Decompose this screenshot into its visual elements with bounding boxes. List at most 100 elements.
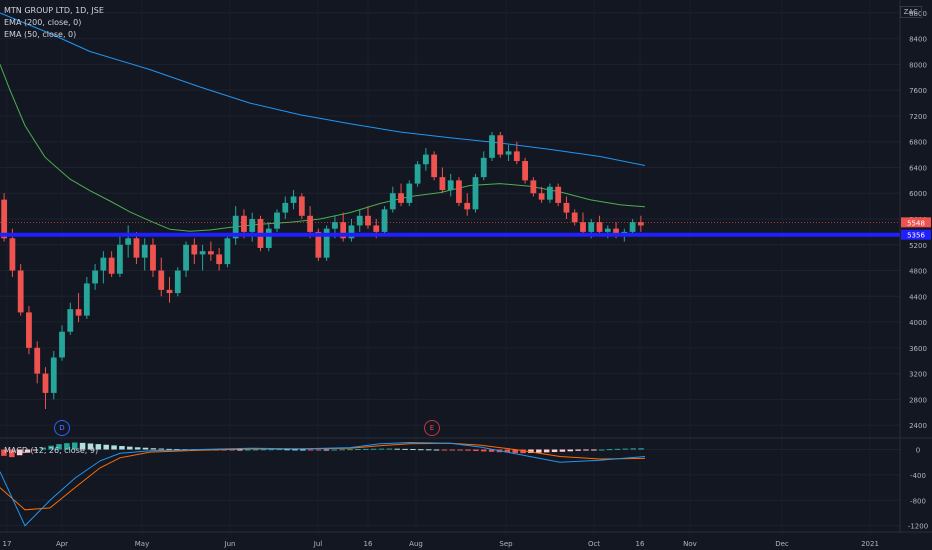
macd-histogram-bar xyxy=(551,449,558,453)
candle xyxy=(216,247,223,271)
dividend-marker[interactable]: D xyxy=(54,420,70,436)
candle-body xyxy=(166,289,173,294)
price-tick-label: 5200 xyxy=(909,242,927,250)
macd-histogram-bar xyxy=(355,449,361,451)
candle-body xyxy=(613,228,619,236)
macd-histogram-bar xyxy=(504,449,511,453)
symbol-title[interactable]: MTN GROUP LTD, 1D, JSE xyxy=(4,6,104,15)
candle-body xyxy=(530,180,537,194)
macd-histogram-bar xyxy=(622,448,629,450)
macd-histogram-bar xyxy=(480,449,487,452)
macd-histogram-bar xyxy=(449,449,456,451)
macd-histogram-bar xyxy=(378,448,385,450)
macd-tick-label: -1200 xyxy=(908,523,928,531)
candle xyxy=(183,241,189,277)
macd-histogram-bar xyxy=(127,446,133,450)
currency-label[interactable]: ZAC xyxy=(899,6,922,18)
candle xyxy=(530,177,537,197)
macd-histogram-bar xyxy=(598,449,605,451)
candle-body xyxy=(596,222,603,232)
candle xyxy=(398,183,404,207)
candle xyxy=(108,251,115,277)
earnings-marker[interactable]: E xyxy=(424,420,440,436)
macd-histogram-bar xyxy=(465,449,471,451)
macd-histogram-bar xyxy=(591,449,597,451)
candle-body xyxy=(183,244,189,271)
macd-histogram-bar xyxy=(347,449,353,451)
candle xyxy=(414,161,421,187)
candle-body xyxy=(538,193,545,200)
candle xyxy=(59,325,65,361)
candle-body xyxy=(42,373,49,393)
macd-histogram-bar xyxy=(119,446,125,450)
time-tick-label: Aug xyxy=(409,540,423,548)
time-tick-label: Apr xyxy=(56,540,68,548)
macd-histogram-bar xyxy=(48,445,54,450)
macd-histogram-bar xyxy=(339,449,345,451)
candle xyxy=(274,209,280,232)
candle xyxy=(298,193,305,219)
candle xyxy=(389,186,396,213)
candle-body xyxy=(34,347,41,374)
candle-body xyxy=(637,222,644,226)
ema200-legend[interactable]: EMA (200, close, 0) xyxy=(4,18,82,27)
candle xyxy=(67,302,74,335)
price-tick-label: 8800 xyxy=(909,10,927,18)
macd-pane[interactable] xyxy=(0,441,900,527)
time-tick-label: May xyxy=(135,540,149,548)
macd-line xyxy=(0,441,646,527)
price-tick-label: 4000 xyxy=(909,319,927,327)
candle-body xyxy=(505,151,512,155)
macd-histogram-bar xyxy=(433,449,440,451)
candle xyxy=(290,190,297,210)
macd-tick-label: -800 xyxy=(910,497,926,505)
macd-histogram-bar xyxy=(64,443,70,450)
macd-histogram-bar xyxy=(583,449,589,451)
price-tick-label: 7600 xyxy=(909,87,927,95)
macd-histogram-bar xyxy=(323,449,330,451)
support-level-tag-bg xyxy=(901,229,931,240)
candle xyxy=(472,173,479,213)
macd-histogram-bar xyxy=(630,448,636,450)
macd-histogram-bar xyxy=(150,448,157,450)
macd-histogram-bar xyxy=(418,449,424,451)
candle xyxy=(83,276,90,319)
price-tick-label: 6800 xyxy=(909,139,927,147)
candle xyxy=(513,141,520,165)
candle-body xyxy=(456,180,462,203)
candle xyxy=(141,238,148,271)
support-line[interactable] xyxy=(0,222,900,237)
macd-histogram-bar xyxy=(370,448,377,450)
macd-histogram-bar xyxy=(331,449,338,451)
macd-histogram-bar xyxy=(142,447,149,450)
time-tick-label: 16 xyxy=(364,540,373,548)
candle-body xyxy=(348,225,355,239)
candle-body xyxy=(174,270,181,294)
price-tick-label: 8400 xyxy=(909,36,927,44)
candle xyxy=(348,219,355,242)
price-tick-label: 4400 xyxy=(909,293,927,301)
candle xyxy=(199,244,206,271)
candle xyxy=(480,151,487,181)
macd-histogram-bar xyxy=(402,448,408,450)
candle-body xyxy=(59,331,65,358)
candle-body xyxy=(199,251,206,255)
candle xyxy=(406,180,413,207)
candle xyxy=(174,267,181,297)
macd-legend[interactable]: MACD (12, 26, close, 9) xyxy=(4,446,99,455)
candle-body xyxy=(1,199,8,239)
candle-body xyxy=(373,225,380,232)
candle xyxy=(150,238,156,277)
candle-body xyxy=(9,238,16,271)
candle xyxy=(365,206,371,229)
price-tick-label: 3200 xyxy=(909,371,927,379)
candle-body xyxy=(158,270,165,290)
macd-histogram-bar xyxy=(425,449,432,451)
candle-body xyxy=(464,202,471,210)
macd-histogram-bar xyxy=(237,449,243,451)
candle-body xyxy=(249,219,256,232)
price-tick-label: 7200 xyxy=(909,113,927,121)
ema50-legend[interactable]: EMA (50, close, 0) xyxy=(4,30,77,39)
candle xyxy=(580,212,586,236)
